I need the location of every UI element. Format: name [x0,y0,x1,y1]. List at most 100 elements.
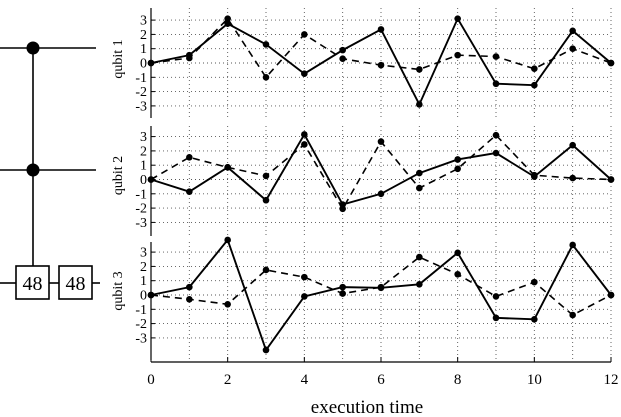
y-tick-label: 3 [140,14,147,29]
data-point [416,66,423,73]
circuit-gate-box-2 [58,265,93,300]
y-tick-label: 2 [140,260,147,275]
data-point [531,171,538,179]
data-point [569,141,576,149]
data-point [377,61,385,69]
data-point [416,169,423,177]
data-point [301,70,308,78]
circuit-diagram: 48 48 [0,41,100,300]
data-point [454,156,461,163]
data-point [186,188,193,195]
x-tick-label: 2 [224,372,232,388]
data-point [262,172,270,180]
data-point [416,101,423,108]
data-point [147,291,155,299]
data-point [301,273,308,281]
data-point [454,51,461,59]
data-point [262,41,270,48]
data-point [492,131,500,139]
y-tick-label: -1 [135,187,147,202]
data-point [224,15,231,22]
x-tick-label: 12 [604,372,619,388]
data-point [186,54,193,62]
data-point [224,236,231,244]
data-point [607,176,615,183]
data-point [492,149,500,157]
data-point [339,205,346,213]
data-point [339,290,346,297]
circuit-gate-label-1: 48 [23,273,43,295]
data-point [262,74,270,81]
data-point [224,300,231,308]
y-tick-label: -3 [135,331,147,346]
x-tick-label: 6 [377,372,385,388]
circuit-gate-label-2: 48 [66,273,86,295]
data-point [377,26,385,33]
data-point [569,241,576,249]
panel-ylabel: qubit 3 [111,271,126,310]
y-tick-label: 0 [140,289,147,304]
data-point [416,184,423,192]
data-point [416,253,423,261]
y-tick-label: -2 [135,85,147,100]
y-tick-label: 0 [140,173,147,188]
data-point [301,293,308,300]
y-tick-label: 0 [140,57,147,72]
x-tick-label: 10 [527,372,542,388]
data-point [454,270,461,278]
data-point [301,141,308,148]
data-point [339,46,346,54]
y-tick-label: 2 [140,144,147,159]
circuit-control-dot-2 [26,163,40,177]
data-point [569,27,576,35]
x-tick-label: 4 [301,372,309,388]
data-point [531,316,538,323]
data-point [377,190,385,198]
x-tick-label: 8 [454,372,462,388]
y-tick-label: 3 [140,130,147,145]
data-point [301,31,308,38]
y-tick-label: 1 [140,274,147,289]
data-point [224,164,231,171]
y-tick-label: 1 [140,42,147,57]
y-tick-label: 3 [140,246,147,261]
panel-ylabel: qubit 1 [111,39,126,78]
data-point [531,65,538,73]
data-point [416,280,423,288]
data-point [262,266,270,274]
data-point [147,59,155,67]
data-point [339,55,346,63]
data-point [454,15,461,22]
data-point [569,311,576,319]
data-point [492,314,500,322]
data-point [186,283,193,291]
data-point [454,249,461,257]
data-point [607,59,615,67]
y-tick-label: -1 [135,71,147,86]
y-tick-label: -2 [135,317,147,332]
x-tick-label: 0 [147,372,155,388]
y-tick-label: -3 [135,216,147,231]
data-point [339,283,346,291]
y-tick-label: 1 [140,159,147,174]
data-point [492,53,500,60]
data-point [531,81,538,89]
data-point [186,295,193,303]
data-point [569,174,576,182]
y-tick-label: -3 [135,99,147,114]
data-point [492,293,500,300]
data-point [147,176,155,183]
y-tick-label: -2 [135,202,147,217]
x-axis-label: execution time [311,397,423,417]
circuit-gate-box-1 [15,265,50,300]
data-point [607,291,615,299]
data-point [377,283,385,291]
data-point [531,278,538,286]
data-point [377,138,385,145]
data-point [262,196,270,204]
y-tick-label: 2 [140,28,147,43]
data-point [301,131,308,138]
data-point [186,154,193,161]
y-tick-label: -1 [135,303,147,318]
